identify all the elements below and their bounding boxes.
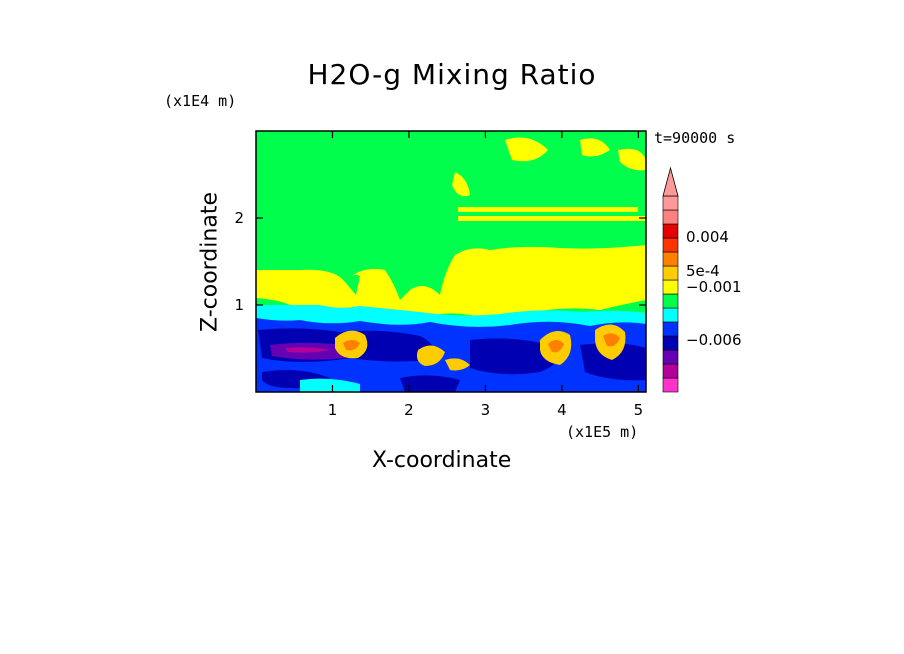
colorbar-swatch bbox=[662, 377, 679, 393]
colorbar-swatch bbox=[662, 335, 679, 351]
colorbar-extend-arrow bbox=[662, 166, 679, 197]
y-tick-label: 1 bbox=[234, 296, 244, 314]
contour-region bbox=[618, 148, 646, 171]
contour-region bbox=[548, 340, 564, 353]
plot-area bbox=[256, 131, 646, 392]
colorbar-swatch bbox=[662, 349, 679, 365]
contour-region bbox=[580, 138, 610, 157]
colorbar-swatch bbox=[662, 251, 679, 267]
x-tick-label: 5 bbox=[634, 401, 644, 419]
x-tick-label: 3 bbox=[481, 401, 491, 419]
colorbar: 0.004 5e-4−0.001 −0.006 bbox=[662, 166, 742, 393]
chart-title: H2O-g Mixing Ratio bbox=[307, 58, 597, 91]
contour-region bbox=[400, 375, 460, 392]
contour-region bbox=[256, 245, 646, 320]
contour-region bbox=[300, 378, 360, 392]
contour-region bbox=[445, 358, 470, 371]
contour-region bbox=[603, 333, 620, 347]
contour-region bbox=[343, 340, 360, 351]
x-axis-label: X-coordinate bbox=[372, 448, 512, 473]
y-axis-unit: (x1E4 m) bbox=[164, 92, 237, 110]
contour-region bbox=[505, 137, 548, 162]
colorbar-swatch bbox=[662, 195, 679, 211]
colorbar-swatch bbox=[662, 279, 679, 295]
colorbar-label: −0.001 bbox=[686, 278, 742, 296]
colorbar-label: 0.004 bbox=[686, 228, 729, 246]
contour-region bbox=[285, 347, 330, 353]
colorbar-label: −0.006 bbox=[686, 331, 742, 349]
axis-ticks: 1 2 3 4 5 1 2 bbox=[234, 131, 646, 419]
contour-region bbox=[580, 343, 646, 381]
colorbar-swatch bbox=[662, 307, 679, 323]
colorbar-swatch bbox=[662, 209, 679, 225]
plot-frame bbox=[255, 130, 647, 393]
contour-region bbox=[345, 274, 360, 295]
contour-region bbox=[416, 345, 445, 366]
colorbar-swatch bbox=[662, 223, 679, 239]
contour-region bbox=[458, 216, 646, 221]
x-tick-label: 4 bbox=[557, 401, 567, 419]
x-tick-label: 2 bbox=[404, 401, 414, 419]
colorbar-swatch bbox=[662, 321, 679, 337]
colorbar-label: 5e-4 bbox=[686, 262, 720, 280]
contour-region bbox=[458, 207, 638, 212]
y-tick-label: 2 bbox=[234, 209, 244, 227]
colorbar-swatch bbox=[662, 293, 679, 309]
colorbar-swatch bbox=[662, 363, 679, 379]
colorbar-swatch bbox=[662, 237, 679, 253]
x-axis-unit: (x1E5 m) bbox=[566, 423, 639, 441]
contour-region bbox=[470, 338, 558, 375]
time-label: t=90000 s bbox=[654, 129, 736, 147]
x-tick-label: 1 bbox=[328, 401, 338, 419]
contour-region bbox=[452, 172, 470, 197]
colorbar-swatch bbox=[662, 265, 679, 281]
